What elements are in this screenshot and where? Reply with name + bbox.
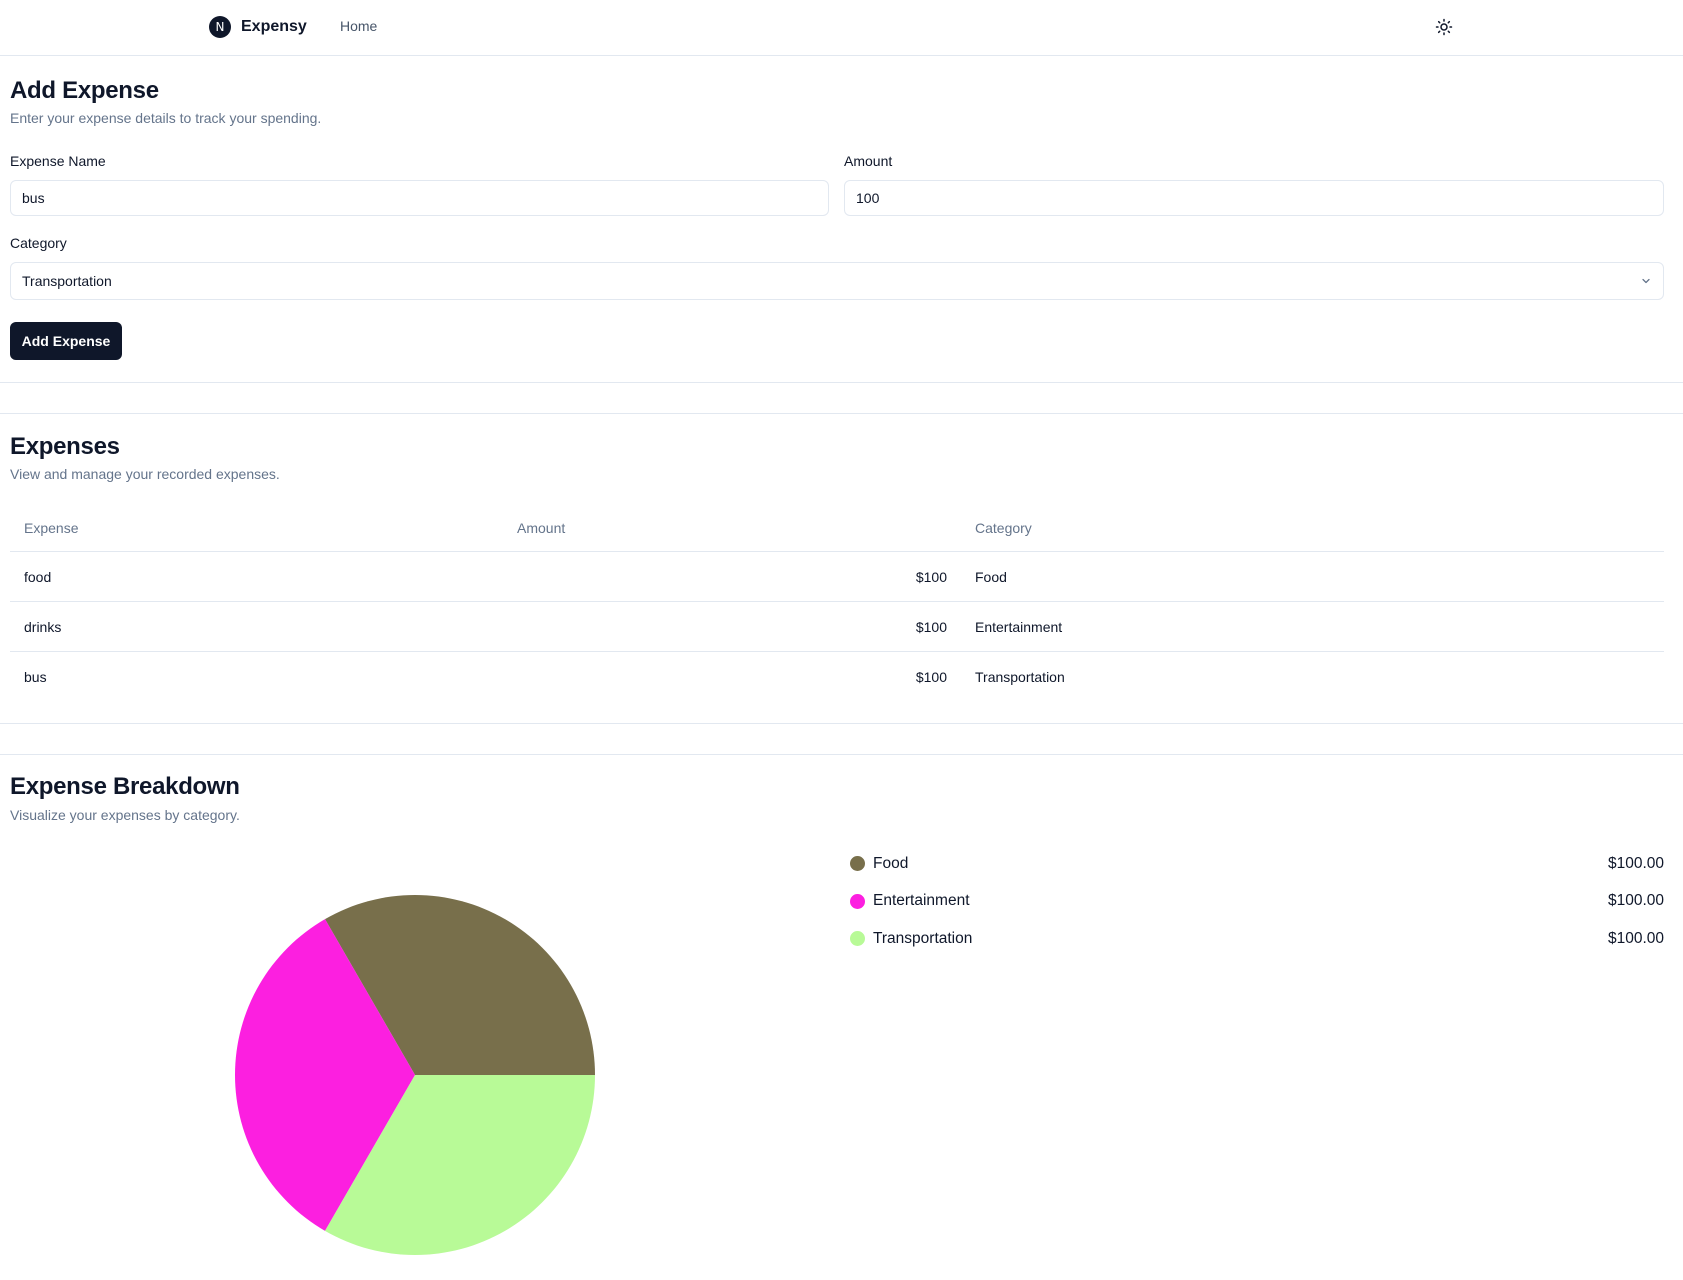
legend-item-entertainment: Entertainment $100.00 [850,883,1664,921]
sun-icon [1435,18,1453,36]
legend-value: $100.00 [1607,892,1664,910]
column-header-expense: Expense [10,505,503,552]
column-header-amount: Amount [503,505,961,552]
legend-value: $100.00 [1607,929,1664,947]
table-header-row: Expense Amount Category [10,505,1664,552]
section-divider [0,754,1683,755]
category-selected-value: Transportation [22,273,112,289]
table-row: drinks $100 Entertainment [10,601,1664,652]
brand-link[interactable]: N Expensy [209,16,307,38]
column-header-category: Category [961,505,1664,552]
expense-name-cell: food [10,551,503,602]
add-expense-description: Enter your expense details to track your… [10,110,322,126]
legend-value: $100.00 [1607,854,1664,872]
table-row: food $100 Food [10,551,1664,602]
pie-slice-transportation[interactable] [325,1075,595,1255]
expenses-title: Expenses [10,433,120,460]
amount-input[interactable] [844,180,1664,216]
chart-legend: Food $100.00 Entertainment $100.00 Trans… [850,845,1664,958]
top-navbar: N Expensy Home [0,0,1683,56]
category-label: Category [10,235,67,251]
breakdown-description: Visualize your expenses by category. [10,807,240,823]
expense-name-input[interactable] [10,180,829,216]
legend-label: Transportation [873,929,973,947]
legend-color-dot [850,931,865,947]
section-divider [0,382,1683,383]
table-row: bus $100 Transportation [10,652,1664,702]
section-divider [0,723,1683,724]
expense-category-cell: Transportation [975,668,1065,685]
chevron-down-icon [1642,278,1650,284]
expense-amount-cell: $100 [503,601,961,652]
logo-icon: N [209,16,231,38]
expense-amount-cell: $100 [915,668,947,685]
pie-slice-food[interactable] [325,895,595,1075]
legend-item-food: Food $100.00 [850,845,1664,883]
theme-toggle-button[interactable] [1431,14,1457,40]
expense-pie-chart [235,895,595,1255]
legend-color-dot [850,856,865,872]
expense-name-label: Expense Name [10,153,106,169]
expense-category-cell: Food [961,551,1664,602]
section-divider [0,413,1683,414]
legend-label: Entertainment [873,892,970,910]
add-expense-button[interactable]: Add Expense [10,322,122,360]
expenses-table: Expense Amount Category food $100 Food d… [10,505,1664,701]
legend-item-transportation: Transportation $100.00 [850,920,1664,958]
legend-label: Food [873,854,909,872]
breakdown-title: Expense Breakdown [10,773,240,800]
expense-amount-cell: $100 [503,551,961,602]
legend-color-dot [850,893,865,909]
expenses-description: View and manage your recorded expenses. [10,466,280,482]
expense-name-cell: bus [24,668,47,685]
category-select[interactable]: Transportation [10,262,1664,300]
nav-home-link[interactable]: Home [340,18,378,34]
brand-name: Expensy [241,18,307,35]
pie-slice-entertainment[interactable] [235,919,415,1231]
expense-name-cell: drinks [10,601,503,652]
add-expense-title: Add Expense [10,77,159,104]
expense-category-cell: Entertainment [961,601,1664,652]
amount-label: Amount [844,153,893,169]
